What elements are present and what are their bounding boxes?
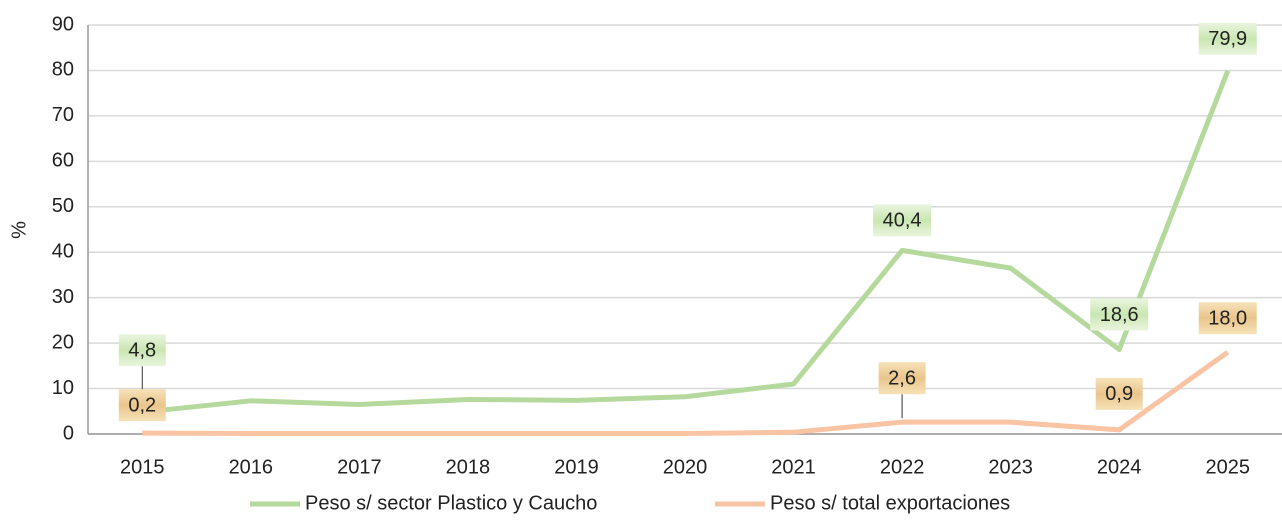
value-label: 0,2 [128,394,156,416]
y-tick-label: 70 [52,104,74,126]
y-tick-label: 40 [52,241,74,263]
x-tick-label: 2020 [663,456,708,478]
value-label-box [1090,298,1149,331]
y-tick-label: 30 [52,286,74,308]
x-tick-label: 2016 [229,456,274,478]
legend-label: Peso s/ sector Plastico y Caucho [305,492,597,514]
y-tick-label: 90 [52,13,74,35]
x-tick-label: 2017 [337,456,382,478]
y-tick-label: 10 [52,377,74,399]
series-line [142,350,1230,437]
x-tick-label: 2022 [880,456,925,478]
series-line [142,69,1231,415]
value-label-box [873,204,932,237]
value-label: 4,8 [128,339,156,361]
value-label: 0,9 [1105,383,1133,405]
value-label-box [1095,377,1143,410]
value-label: 18,0 [1208,307,1247,329]
value-label-box [118,334,166,367]
x-tick-label: 2025 [1205,456,1250,478]
value-label: 2,6 [888,367,916,389]
x-tick-label: 2018 [446,456,491,478]
x-tick-label: 2019 [554,456,599,478]
value-label: 40,4 [883,210,922,232]
legend-label: Peso s/ total exportaciones [770,492,1010,514]
value-label-box [878,362,926,395]
value-label: 18,6 [1100,304,1139,326]
value-label: 79,9 [1208,28,1247,50]
x-tick-label: 2023 [988,456,1033,478]
y-axis-label: % [8,221,30,239]
y-tick-label: 0 [63,422,74,444]
x-tick-label: 2021 [771,456,816,478]
y-tick-label: 20 [52,331,74,353]
y-tick-label: 50 [52,195,74,217]
x-tick-label: 2024 [1097,456,1142,478]
y-tick-label: 80 [52,59,74,81]
value-label-box [118,389,166,422]
value-label-box [1198,22,1257,55]
y-tick-label: 60 [52,150,74,172]
value-label-box [1198,302,1257,335]
x-tick-label: 2015 [120,456,165,478]
